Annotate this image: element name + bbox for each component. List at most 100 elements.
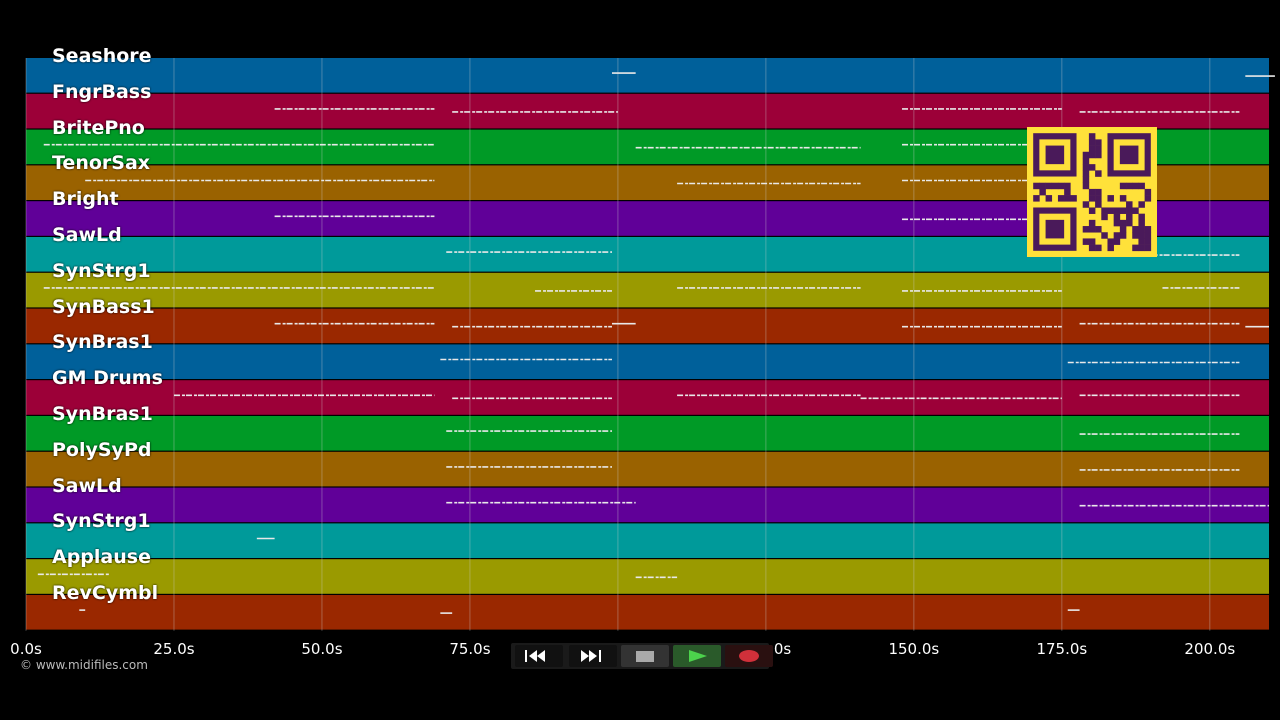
time-tick-label: 0.0s [10,640,42,658]
qr-module [1107,238,1114,245]
qr-module [1082,151,1090,159]
qr-module [1082,182,1090,190]
track-lane [26,559,1269,594]
qr-module [1132,207,1139,214]
qr-module [1088,207,1096,214]
qr-module [1088,145,1096,153]
qr-module [1144,188,1152,196]
track-lane [26,93,1269,129]
qr-module [1144,244,1152,252]
qr-module [1088,139,1096,146]
track-lane [26,451,1269,487]
qr-module [1113,207,1121,214]
qr-module [1132,226,1139,233]
qr-module [1126,207,1133,214]
qr-module [1088,151,1096,159]
time-tick-label: 25.0s [153,640,195,658]
qr-module [1095,139,1102,146]
stop-icon [636,651,654,662]
qr-module [1144,238,1152,245]
track-lane [26,487,1269,523]
track-lane [26,308,1269,344]
qr-module [1095,195,1102,202]
track-label: FngrBass [52,80,152,103]
qr-module [1051,182,1059,190]
track-label: RevCymbl [52,582,159,604]
qr-module [1107,207,1114,214]
qr-module [1126,213,1133,221]
time-tick-label: 175.0s [1036,640,1088,658]
track-label: SynBass1 [52,295,155,318]
qr-module [1095,201,1102,208]
qr-module [1119,226,1127,233]
qr-module [1082,157,1090,165]
qr-module [1082,226,1090,233]
qr-module [1119,195,1127,202]
qr-module [1119,232,1127,239]
qr-module [1064,195,1071,202]
track-label: SynBras1 [52,331,153,354]
track-label: SawLd [52,474,122,497]
track-label: GM Drums [52,367,163,390]
qr-module [1138,213,1145,221]
qr-module [1101,232,1108,239]
qr-module [1126,182,1133,190]
track-label: BritePno [52,116,145,139]
qr-module [1144,226,1152,233]
qr-module [1095,244,1102,252]
track-lane [26,344,1269,379]
qr-module [1082,170,1090,177]
qr-module [1132,232,1139,239]
track-lane [26,523,1269,558]
qr-module [1088,133,1096,140]
qr-module [1033,195,1040,202]
fast-forward-button[interactable] [569,645,617,667]
track-label: Seashore [52,45,152,67]
qr-module [1113,238,1121,245]
qr-module [1070,195,1077,202]
qr-module [1095,170,1102,177]
play-button[interactable] [673,645,721,667]
qr-module [1045,182,1053,190]
track-lane [26,58,1269,93]
rewind-icon [525,650,545,662]
qr-module [1088,195,1096,202]
qr-finder-core [1119,145,1139,165]
qr-module [1088,226,1096,233]
fast-forward-icon [581,650,601,662]
qr-module [1101,213,1108,221]
qr-module [1138,226,1145,233]
qr-module [1138,201,1145,208]
qr-module [1057,195,1065,202]
qr-module [1039,182,1046,190]
qr-module [1088,188,1096,196]
track-lane [26,416,1269,451]
qr-module [1057,182,1065,190]
qr-module [1064,188,1071,196]
copyright-text: © www.midifiles.com [20,658,148,672]
qr-code [1027,127,1157,257]
qr-module [1082,176,1090,184]
stop-button[interactable] [621,645,669,667]
qr-module [1107,195,1114,202]
qr-module [1101,207,1108,214]
record-button[interactable] [725,645,773,667]
qr-module [1095,151,1102,159]
qr-module [1045,195,1053,202]
qr-module [1095,226,1102,233]
track-label: SawLd [52,224,122,246]
track-label: SynStrg1 [52,259,151,282]
track-label: PolySyPd [52,438,152,461]
qr-module [1082,201,1090,208]
qr-module [1113,232,1121,239]
qr-module [1033,182,1040,190]
qr-module [1113,219,1121,227]
track-label: Bright [52,188,119,211]
qr-module [1138,219,1145,227]
qr-module [1126,201,1133,208]
track-label: SynStrg1 [52,510,151,533]
rewind-button[interactable] [515,645,563,667]
track-label: Applause [52,546,151,569]
qr-module [1113,213,1121,221]
qr-finder-core [1045,219,1065,239]
